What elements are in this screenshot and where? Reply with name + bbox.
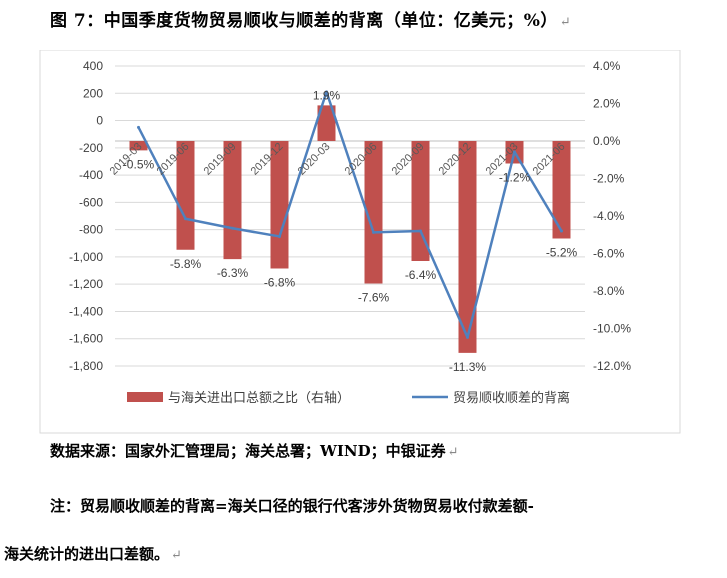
legend-label-bar: 与海关进出口总额之比（右轴） xyxy=(168,390,350,405)
y-right-tick-label: -4.0% xyxy=(593,209,625,223)
y-left-tick-label: 400 xyxy=(83,59,103,73)
paragraph-mark-icon: ↵ xyxy=(447,445,459,460)
y-axis-right: 4.0% 2.0% 0.0% -2.0% -4.0% -6.0% -8.0% -10.0% -1… xyxy=(593,59,631,373)
bar xyxy=(458,141,477,353)
paragraph-mark-icon: ↵ xyxy=(559,15,572,30)
y-left-tick-label: -1,000 xyxy=(69,250,103,264)
data-label: -6.3% xyxy=(217,266,249,280)
bar xyxy=(552,141,571,239)
y-right-tick-label: -10.0% xyxy=(593,322,631,336)
y-left-tick-label: 0 xyxy=(96,114,103,128)
legend-swatch-bar xyxy=(127,392,163,402)
data-label: -1.2% xyxy=(499,171,531,185)
y-right-tick-label: 4.0% xyxy=(593,59,621,73)
y-right-tick-label: -2.0% xyxy=(593,172,625,186)
line-point xyxy=(466,335,469,339)
y-left-tick-label: 200 xyxy=(83,86,103,100)
footnote-line-1: 注：贸易顺收顺差的背离=海关口径的银行代客涉外货物贸易收付款差额- xyxy=(50,497,534,515)
line-series xyxy=(137,90,563,339)
bars xyxy=(129,105,571,353)
x-tick-label: 2020-03 xyxy=(296,141,333,178)
legend-label-line: 贸易顺收顺差的背离 xyxy=(453,390,570,405)
y-right-tick-label: -8.0% xyxy=(593,284,625,298)
data-label: -6.4% xyxy=(405,268,437,282)
y-right-tick-label: -6.0% xyxy=(593,247,625,261)
line-point xyxy=(372,230,375,234)
line-point xyxy=(513,150,516,154)
y-right-tick-label: 2.0% xyxy=(593,97,621,111)
y-left-tick-label: -1,600 xyxy=(69,332,103,346)
bar xyxy=(129,141,148,151)
line-point xyxy=(231,226,234,230)
line-point xyxy=(278,234,281,238)
data-label: -5.8% xyxy=(170,257,202,271)
data-label: -11.3% xyxy=(449,360,486,374)
bar xyxy=(317,105,336,141)
bar xyxy=(176,141,195,250)
bar xyxy=(364,141,383,284)
y-left-tick-label: -400 xyxy=(79,168,103,182)
legend: 与海关进出口总额之比（右轴） 贸易顺收顺差的背离 xyxy=(127,390,570,405)
series-line xyxy=(137,90,563,339)
y-left-tick-label: -200 xyxy=(79,141,103,155)
data-label: -5.2% xyxy=(546,246,578,260)
data-label: 1.9% xyxy=(313,88,341,102)
line-point xyxy=(325,90,328,94)
data-label: -6.8% xyxy=(264,276,296,290)
combo-chart: 400 200 0 -200 -400 -600 -800 -1,000 -1,200 -1,40… xyxy=(39,50,681,434)
chart-border xyxy=(39,50,681,434)
data-labels: -0.5% -5.8% -6.3% -6.8% 1.9% -7.6% -6.4% -11.3%… xyxy=(123,88,578,374)
footnote-line-2: 海关统计的进出口差额。 ↵ xyxy=(4,545,182,563)
data-label: -0.5% xyxy=(123,157,155,171)
y-left-tick-label: -1,400 xyxy=(69,304,103,318)
figure-title: 图 7：中国季度货物贸易顺收与顺差的背离（单位：亿美元；%） ↵ xyxy=(50,11,572,31)
y-axis-left: 400 200 0 -200 -400 -600 -800 -1,000 -1,200 -1,40… xyxy=(69,59,103,373)
line-point xyxy=(419,229,422,233)
y-left-tick-label: -800 xyxy=(79,223,103,237)
paragraph-mark-icon: ↵ xyxy=(171,548,182,563)
data-label: -7.6% xyxy=(358,291,390,305)
y-left-tick-label: -1,800 xyxy=(69,359,103,373)
y-right-tick-label: 0.0% xyxy=(593,134,621,148)
source-note: 数据来源：国家外汇管理局；海关总署；WIND；中银证券 ↵ xyxy=(50,442,459,460)
y-right-tick-label: -12.0% xyxy=(593,359,631,373)
line-point xyxy=(560,229,563,233)
y-left-tick-label: -600 xyxy=(79,195,103,209)
line-point xyxy=(184,217,187,221)
line-point xyxy=(137,125,140,129)
y-left-tick-label: -1,200 xyxy=(69,277,103,291)
